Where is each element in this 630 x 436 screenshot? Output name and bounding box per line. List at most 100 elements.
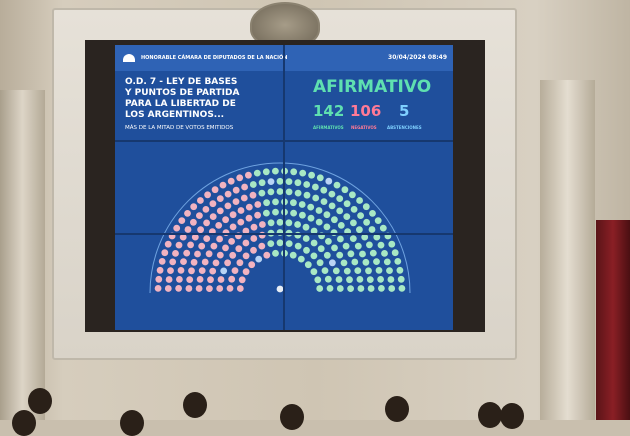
- seat-negativo: [203, 219, 210, 227]
- person-head: [12, 410, 36, 436]
- seat-afirmativo: [289, 251, 297, 259]
- seat-afirmativo: [336, 207, 344, 215]
- seat-afirmativo: [325, 238, 332, 245]
- motion-title: O.D. 7 - LEY DE BASES Y PUNTOS DE PARTID…: [125, 77, 239, 121]
- seat-afirmativo: [310, 239, 318, 247]
- seat-negativo: [176, 276, 183, 283]
- seat-afirmativo: [374, 217, 382, 225]
- vote-result: AFIRMATIVO: [313, 77, 432, 97]
- afirmativos-label: AFIRMATIVOS: [313, 125, 344, 130]
- seat-afirmativo: [357, 212, 364, 220]
- seat-afirmativo: [349, 191, 356, 199]
- seat-negativo: [241, 183, 248, 191]
- seat-negativo: [179, 233, 187, 241]
- seat-afirmativo: [258, 179, 266, 187]
- seat-negativo: [215, 222, 223, 229]
- seat-negativo: [209, 200, 217, 208]
- seat-negativo: [236, 285, 244, 292]
- seat-afirmativo: [258, 189, 266, 197]
- seat-afirmativo: [290, 199, 297, 207]
- chamber-logo-icon: [123, 54, 135, 62]
- seat-afirmativo: [373, 233, 381, 241]
- seat-afirmativo: [272, 198, 279, 206]
- seat-afirmativo: [317, 245, 325, 253]
- seat-afirmativo: [347, 250, 355, 258]
- seat-afirmativo: [356, 276, 364, 283]
- seat-afirmativo: [350, 219, 357, 227]
- motion-title-line: Y PUNTOS DE PARTIDA: [125, 88, 240, 98]
- seat-negativo: [227, 177, 235, 185]
- seat-afirmativo: [316, 174, 324, 182]
- seat-afirmativo: [369, 210, 376, 217]
- seat-afirmativo: [312, 194, 320, 202]
- seat-afirmativo: [350, 206, 358, 213]
- seat-negativo: [229, 211, 237, 219]
- seat-afirmativo: [388, 285, 396, 292]
- majority-rule: MÁS DE LA MITAD DE VOTOS EMITIDOS: [125, 125, 234, 131]
- seat-negativo: [210, 242, 218, 250]
- seat-afirmativo: [324, 275, 332, 283]
- seat-negativo: [188, 267, 195, 275]
- seat-afirmativo: [335, 276, 343, 283]
- seat-negativo: [242, 252, 250, 260]
- seat-afirmativo: [285, 188, 293, 196]
- seat-afirmativo: [310, 227, 318, 235]
- seat-afirmativo: [336, 195, 344, 203]
- seat-hemicycle: [149, 162, 411, 294]
- afirmativos-count: 142: [313, 102, 345, 120]
- seat-negativo: [175, 285, 182, 292]
- seat-afirmativo: [386, 267, 393, 274]
- seat-abstencion: [255, 255, 263, 263]
- seat-afirmativo: [342, 242, 350, 250]
- seat-negativo: [190, 258, 198, 266]
- seat-negativo: [248, 261, 256, 269]
- seat-negativo: [164, 285, 172, 292]
- person-head: [500, 403, 524, 429]
- seat-negativo: [191, 233, 199, 241]
- person-head: [280, 404, 304, 430]
- seat-afirmativo: [285, 219, 293, 227]
- seat-afirmativo: [272, 208, 279, 216]
- seat-afirmativo: [272, 167, 279, 175]
- seat-afirmativo: [267, 188, 275, 196]
- seat-negativo: [216, 251, 224, 259]
- seat-afirmativo: [314, 276, 322, 284]
- seat-afirmativo: [343, 213, 351, 221]
- seat-afirmativo: [397, 275, 405, 283]
- seat-negativo: [175, 241, 183, 249]
- seat-afirmativo: [383, 258, 391, 266]
- seat-afirmativo: [387, 276, 395, 283]
- seat-afirmativo: [323, 223, 331, 231]
- seat-afirmativo: [303, 181, 311, 188]
- seat-afirmativo: [331, 244, 338, 252]
- seat-afirmativo: [290, 209, 297, 217]
- right-pillar: [540, 80, 595, 420]
- seat-negativo: [204, 191, 211, 199]
- seat-afirmativo: [368, 226, 376, 233]
- seat-negativo: [235, 245, 243, 253]
- panel-seam: [115, 233, 453, 235]
- panel-seam: [115, 140, 453, 142]
- seat-afirmativo: [336, 251, 344, 259]
- seat-negativo: [242, 239, 250, 247]
- seat-afirmativo: [356, 197, 363, 204]
- seat-afirmativo: [253, 169, 261, 177]
- seat-negativo: [201, 258, 209, 266]
- seat-afirmativo: [363, 218, 370, 226]
- seat-afirmativo: [354, 242, 362, 250]
- seat-negativo: [228, 238, 235, 245]
- seat-abstencion: [329, 259, 336, 267]
- seat-negativo: [242, 268, 250, 276]
- seat-abstencion: [220, 267, 228, 275]
- seat-negativo: [212, 259, 220, 267]
- seat-afirmativo: [294, 221, 301, 228]
- abstenciones-label: ABSTENCIONES: [387, 125, 422, 130]
- seat-negativo: [207, 276, 214, 284]
- seat-negativo: [254, 211, 261, 219]
- seat-negativo: [216, 195, 224, 203]
- seat-afirmativo: [362, 203, 370, 211]
- negativos-count: 106: [350, 102, 382, 120]
- seat-negativo: [245, 203, 253, 211]
- seat-afirmativo: [263, 209, 270, 217]
- seat-afirmativo: [357, 285, 365, 292]
